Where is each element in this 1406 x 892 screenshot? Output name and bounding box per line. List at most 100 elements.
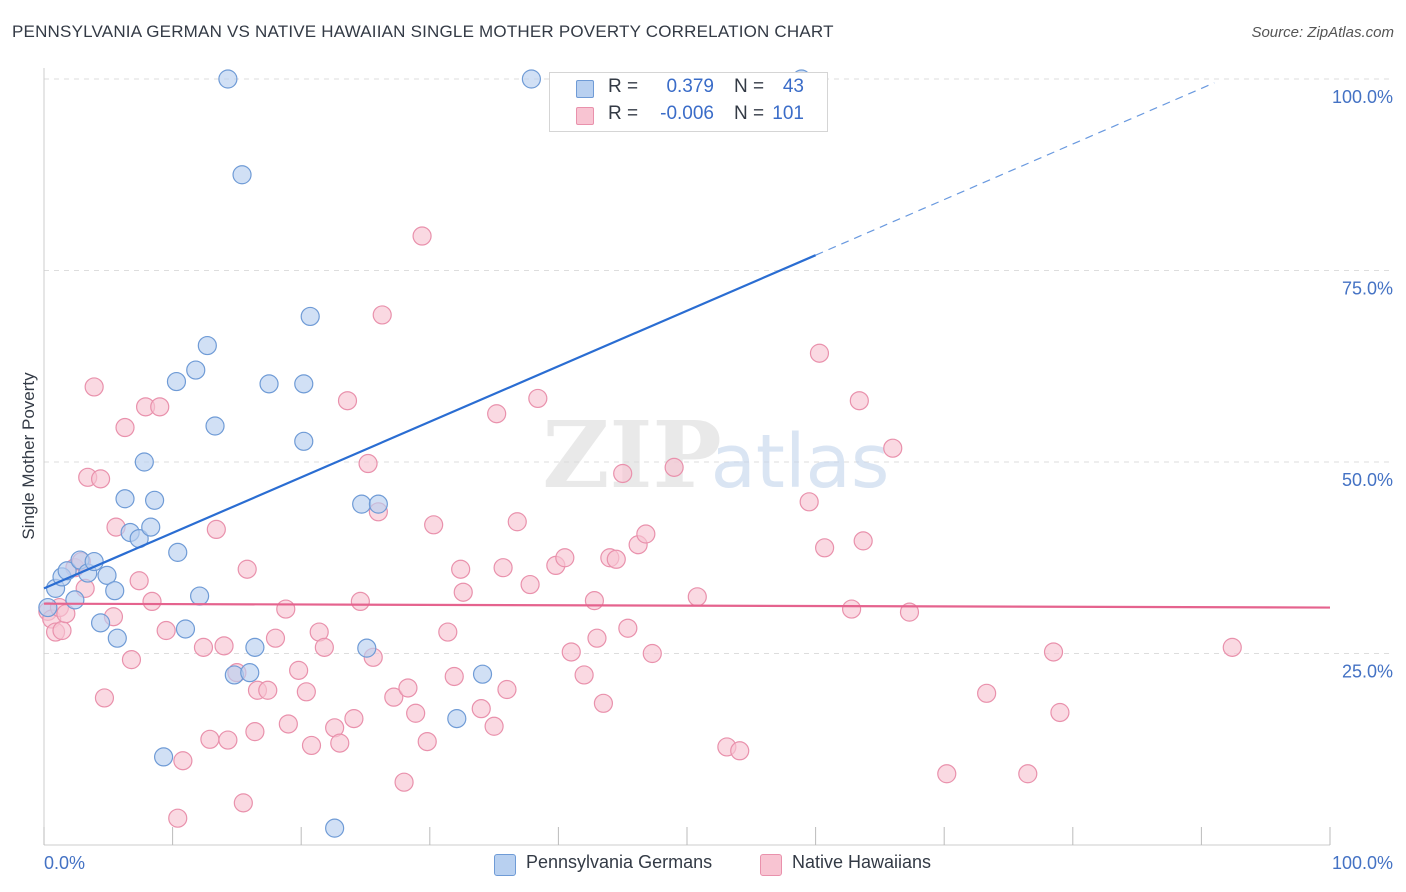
legend-row-pennsylvania-germans: R = 0.379 N = 43: [550, 76, 827, 102]
data-point: [115, 417, 135, 438]
data-point: [809, 343, 830, 363]
legend-r-label: R =: [608, 76, 639, 97]
legend-swatch-pink: [760, 854, 782, 876]
data-point: [424, 515, 444, 535]
x-tick-labels: 0.0% 100.0%: [44, 853, 1393, 873]
data-point: [278, 714, 298, 734]
y-tick-label: 75.0%: [1342, 279, 1393, 299]
data-point: [842, 599, 862, 619]
data-point: [325, 818, 345, 838]
data-point: [337, 391, 358, 411]
data-point: [520, 574, 540, 595]
data-point: [115, 489, 135, 509]
data-point: [1222, 637, 1242, 657]
trend-line-extension: [815, 82, 1215, 256]
legend-r-label: R =: [608, 103, 639, 124]
data-point: [584, 591, 605, 611]
data-point: [175, 619, 196, 639]
data-point: [214, 636, 234, 656]
data-point: [613, 463, 633, 484]
trend-line-native-hawaiians: [43, 602, 1331, 609]
legend-n-label: N =: [734, 76, 765, 97]
data-point: [168, 542, 188, 562]
legend-swatch-blue: [494, 854, 516, 876]
data-point: [937, 764, 957, 784]
data-point: [447, 709, 467, 729]
data-point: [107, 628, 127, 648]
trend-line-pennsylvania-germans: [43, 254, 817, 590]
data-point: [484, 716, 504, 736]
trend-lines: [43, 82, 1331, 609]
watermark-atlas: atlas: [711, 419, 890, 505]
data-point: [555, 548, 575, 568]
data-point: [664, 457, 684, 477]
data-point: [642, 643, 662, 664]
legend-n-value: 101: [772, 103, 804, 124]
watermark: ZIP atlas: [542, 401, 889, 509]
data-point: [487, 404, 507, 424]
grid-lines: [44, 78, 1393, 654]
legend-label: Pennsylvania Germans: [526, 852, 713, 872]
data-point: [90, 613, 111, 633]
data-point: [412, 226, 432, 246]
data-point: [206, 519, 226, 540]
data-point: [296, 682, 316, 702]
data-point: [358, 453, 378, 474]
data-point: [606, 549, 626, 569]
data-point: [84, 551, 104, 572]
legend-n-value: 43: [782, 76, 804, 97]
correlation-legend: R = 0.379 N = 43 R = -0.006 N = 101: [549, 72, 828, 132]
data-point: [97, 565, 117, 585]
data-point: [687, 587, 707, 607]
data-point: [1043, 642, 1064, 662]
data-point: [218, 69, 238, 89]
data-point: [350, 591, 370, 612]
data-point: [134, 452, 154, 472]
legend-swatch-pink: [576, 107, 594, 125]
data-point: [394, 772, 414, 792]
data-point: [150, 397, 170, 417]
data-point: [497, 679, 517, 700]
data-point: [233, 793, 253, 813]
data-point: [438, 622, 458, 642]
pennsylvania-germans-points: [38, 69, 812, 838]
data-point: [451, 559, 471, 579]
data-point: [352, 494, 372, 514]
data-point: [173, 751, 193, 771]
data-point: [240, 663, 260, 683]
watermark-zip: ZIP: [542, 401, 721, 509]
data-point: [561, 642, 581, 662]
data-point: [574, 665, 594, 685]
data-point: [444, 666, 464, 687]
axes: [43, 68, 1331, 846]
data-point: [593, 693, 614, 713]
data-point: [1050, 702, 1070, 723]
data-point: [472, 664, 493, 684]
data-point: [52, 620, 72, 641]
data-point: [84, 377, 104, 397]
data-point: [245, 637, 265, 657]
legend-n-label: N =: [734, 103, 765, 124]
x-tick-label-max: 100.0%: [1332, 853, 1393, 873]
data-point: [142, 591, 162, 612]
data-point: [259, 374, 279, 394]
y-axis-label: Single Mother Poverty: [19, 372, 38, 540]
data-point: [200, 729, 220, 749]
data-point: [90, 469, 111, 489]
data-point: [258, 680, 278, 700]
data-point: [344, 709, 364, 729]
data-point: [471, 699, 491, 719]
chart-title: PENNSYLVANIA GERMAN VS NATIVE HAWAIIAN S…: [12, 22, 834, 41]
data-point: [507, 512, 527, 532]
data-point: [232, 165, 252, 185]
data-point: [276, 599, 296, 619]
data-point: [218, 730, 238, 750]
legend-r-value: -0.006: [660, 103, 714, 124]
data-point: [493, 558, 513, 578]
data-point: [314, 637, 334, 657]
data-point: [853, 531, 873, 551]
data-point: [406, 703, 426, 723]
data-point: [398, 678, 418, 698]
data-point: [245, 722, 265, 742]
data-point: [193, 637, 214, 657]
